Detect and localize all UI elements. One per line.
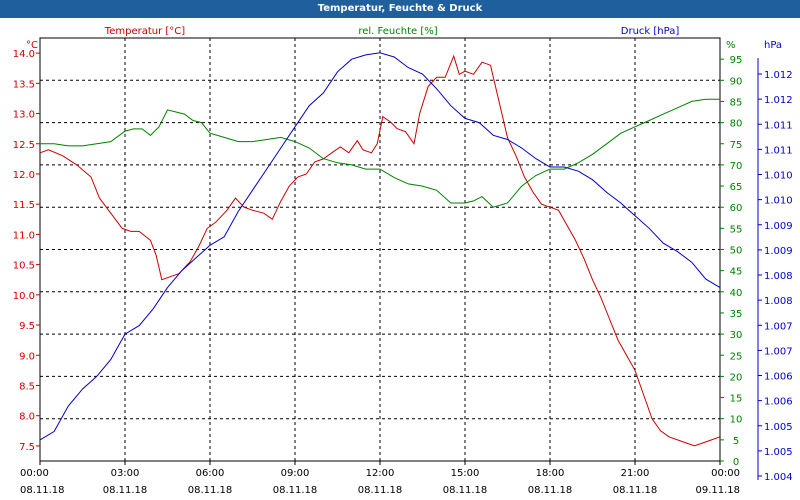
temperature-tick-label: 11.5 <box>13 200 35 211</box>
date-tick-label: 08.11.18 <box>613 485 658 496</box>
date-tick-label: 09.11.18 <box>695 485 740 496</box>
humidity-tick-label: 90 <box>730 76 743 87</box>
humidity-tick-label: 80 <box>730 119 743 130</box>
temperature-tick-label: 9.0 <box>19 351 35 362</box>
pressure-tick-label: 1.007 <box>764 346 793 357</box>
temperature-tick-label: 8.0 <box>19 412 35 423</box>
pressure-tick-label: 1.008 <box>764 271 793 282</box>
humidity-unit: % <box>726 40 736 51</box>
temperature-tick-label: 14.0 <box>13 49 35 60</box>
date-tick-label: 08.11.18 <box>443 485 488 496</box>
pressure-series-line <box>39 52 721 441</box>
pressure-tick-label: 1.005 <box>764 447 793 458</box>
pressure-tick-label: 1.009 <box>764 246 793 257</box>
pressure-tick-label: 1.011 <box>764 145 793 156</box>
pressure-tick-label: 1.004 <box>764 472 793 483</box>
date-tick-label: 08.11.18 <box>20 485 65 496</box>
temperature-tick-label: 8.5 <box>19 381 35 392</box>
humidity-tick-label: 0 <box>733 457 739 468</box>
series-lines <box>39 52 721 447</box>
time-tick-label: 00:00 <box>711 468 740 479</box>
pressure-tick-label: 1.005 <box>764 422 793 433</box>
pressure-tick-label: 1.007 <box>764 321 793 332</box>
temperature-tick-label: 12.0 <box>13 170 35 181</box>
temperature-axis-ticks: 7.5 8.0 8.5 9.0 9.5 10.0 10.5 11.0 11.5 12.0 12.5 1… <box>13 49 40 453</box>
temperature-unit: °C <box>26 40 38 51</box>
temperature-tick-label: 7.5 <box>19 442 35 453</box>
humidity-tick-label: 15 <box>730 394 743 405</box>
temperature-tick-label: 10.0 <box>13 291 35 302</box>
humidity-tick-label: 30 <box>730 330 743 341</box>
date-tick-label: 08.11.18 <box>528 485 573 496</box>
pressure-axis-label: Druck [hPa] <box>621 26 680 37</box>
humidity-axis-ticks: 0 5 10 15 20 25 30 35 40 45 50 55 60 65 70 75 80 85 90 95 <box>720 55 742 468</box>
date-tick-label: 08.11.18 <box>358 485 403 496</box>
humidity-tick-label: 45 <box>730 267 743 278</box>
time-tick-label: 15:00 <box>451 468 480 479</box>
pressure-tick-label: 1.008 <box>764 296 793 307</box>
humidity-tick-label: 10 <box>730 415 743 426</box>
humidity-tick-label: 5 <box>733 436 739 447</box>
pressure-tick-label: 1.012 <box>764 95 793 106</box>
date-tick-label: 08.11.18 <box>273 485 318 496</box>
humidity-tick-label: 25 <box>730 351 743 362</box>
date-tick-label: 08.11.18 <box>103 485 148 496</box>
time-tick-label: 09:00 <box>281 468 310 479</box>
humidity-tick-label: 65 <box>730 182 743 193</box>
humidity-tick-label: 20 <box>730 372 743 383</box>
pressure-tick-label: 1.009 <box>764 221 793 232</box>
pressure-tick-label: 1.010 <box>764 196 793 207</box>
humidity-tick-label: 50 <box>730 246 743 257</box>
temperature-tick-label: 12.5 <box>13 140 35 151</box>
temperature-tick-label: 11.0 <box>13 230 35 241</box>
humidity-tick-label: 85 <box>730 97 743 108</box>
pressure-tick-label: 1.006 <box>764 397 793 408</box>
time-tick-label: 06:00 <box>196 468 225 479</box>
temperature-axis-label: Temperatur [°C] <box>104 26 185 37</box>
humidity-tick-label: 60 <box>730 203 743 214</box>
humidity-series-line <box>40 98 720 208</box>
pressure-tick-label: 1.010 <box>764 171 793 182</box>
humidity-tick-label: 40 <box>730 288 743 299</box>
humidity-axis-label: rel. Feuchte [%] <box>358 26 437 37</box>
date-tick-label: 08.11.18 <box>188 485 233 496</box>
pressure-unit: hPa <box>764 40 782 51</box>
temperature-tick-label: 13.0 <box>13 110 35 121</box>
humidity-tick-label: 75 <box>730 140 743 151</box>
humidity-tick-label: 70 <box>730 161 743 172</box>
time-axis-ticks: 00:00 08.11.18 03:00 08.11.18 06:00 08.11.18 0… <box>20 461 740 496</box>
pressure-tick-label: 1.012 <box>764 70 793 81</box>
chart-area: 7.5 8.0 8.5 9.0 9.5 10.0 10.5 11.0 11.5 12.0 12.5 1… <box>13 26 793 496</box>
humidity-tick-label: 95 <box>730 55 743 66</box>
time-tick-label: 12:00 <box>366 468 395 479</box>
time-tick-label: 03:00 <box>111 468 140 479</box>
humidity-tick-label: 55 <box>730 224 743 235</box>
time-tick-label: 00:00 <box>20 468 49 479</box>
time-tick-label: 21:00 <box>621 468 650 479</box>
humidity-tick-label: 35 <box>730 309 743 320</box>
window-title: Temperatur, Feuchte & Druck <box>317 3 483 14</box>
temperature-series-line <box>39 54 721 447</box>
time-tick-label: 18:00 <box>536 468 565 479</box>
grid-lines <box>40 38 720 461</box>
window-title-bar: Temperatur, Feuchte & Druck <box>0 0 800 18</box>
pressure-tick-label: 1.006 <box>764 372 793 383</box>
pressure-tick-label: 1.011 <box>764 120 793 131</box>
temperature-tick-label: 10.5 <box>13 261 35 272</box>
pressure-axis-ticks: 1.004 1.005 1.005 1.006 1.006 1.007 1.007 1.008… <box>757 58 793 483</box>
temperature-tick-label: 9.5 <box>19 321 35 332</box>
temperature-tick-label: 13.5 <box>13 79 35 90</box>
